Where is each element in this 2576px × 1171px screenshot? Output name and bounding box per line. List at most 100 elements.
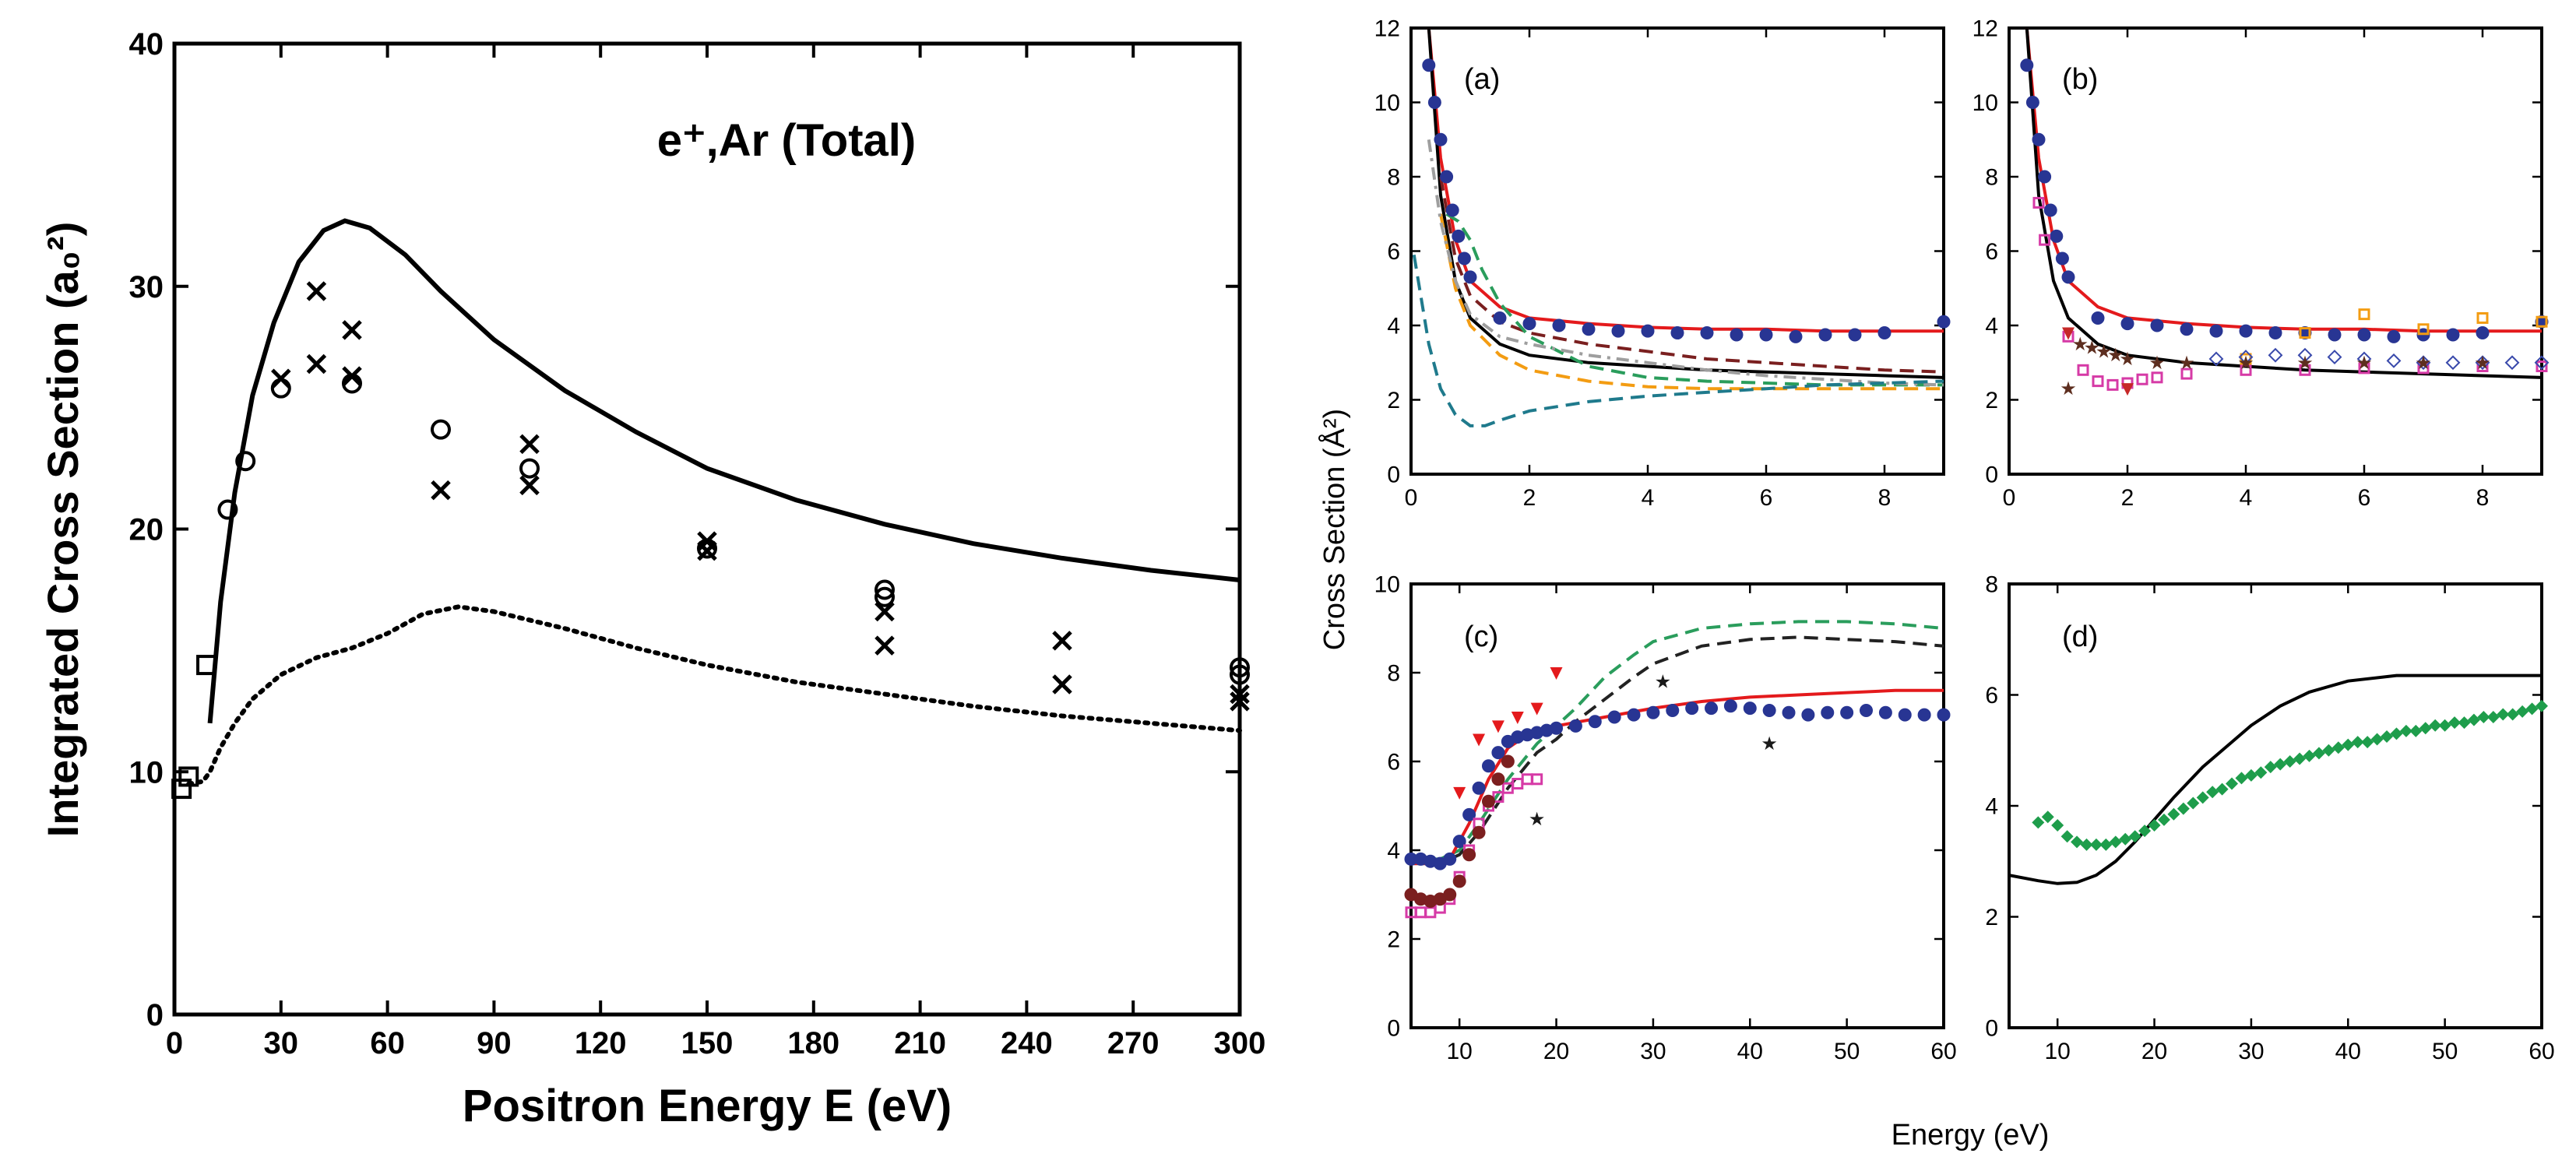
data-point-blue-points bbox=[1588, 715, 1602, 729]
data-point-blue-points bbox=[1685, 702, 1699, 716]
data-point-magenta-squares bbox=[2536, 360, 2548, 373]
series-line-green-dash bbox=[1445, 213, 1944, 387]
data-point-blue-points bbox=[2038, 170, 2052, 184]
y-tick-label: 8 bbox=[1387, 165, 1400, 191]
data-point-blue-points bbox=[2535, 315, 2549, 329]
data-point-magenta-squares bbox=[1414, 906, 1427, 919]
data-point-blue-points bbox=[1646, 705, 1660, 719]
series-line-orange-dash bbox=[1439, 213, 1944, 391]
data-point-crosses bbox=[431, 480, 451, 501]
data-point-crosses bbox=[1052, 631, 1072, 651]
data-point-blue-points bbox=[2357, 328, 2371, 342]
data-point-blue-points bbox=[1627, 708, 1641, 722]
data-point-blue-points bbox=[1730, 328, 1744, 342]
data-point-black-stars: ★ bbox=[1655, 671, 1672, 692]
data-point-green-points bbox=[2429, 719, 2442, 732]
data-point-blue-points bbox=[1670, 326, 1684, 340]
y-tick-label: 4 bbox=[1387, 839, 1400, 864]
data-point-blue-points bbox=[2150, 318, 2164, 332]
data-point-crosses bbox=[519, 475, 540, 496]
panel-a: 0 2 4 6 8 0 2 4 6 8 10 12 (a) bbox=[1374, 16, 1951, 511]
data-point-blue-points bbox=[2025, 96, 2039, 109]
data-point-green-points bbox=[2283, 755, 2296, 768]
data-point-magenta-squares bbox=[2077, 364, 2089, 376]
data-point-blue-points bbox=[2180, 322, 2194, 336]
data-point-blue-points bbox=[1821, 705, 1835, 719]
data-point-magenta-squares bbox=[2032, 196, 2045, 209]
data-point-blue-points bbox=[2020, 58, 2034, 72]
data-point-red-triangles bbox=[1453, 786, 1466, 800]
data-point-crosses bbox=[697, 540, 717, 561]
panel-d-label: (d) bbox=[2062, 621, 2098, 653]
data-point-brown-stars: ★ bbox=[2148, 353, 2166, 374]
data-point-blue-points bbox=[1493, 311, 1507, 325]
y-tick-label: 0 bbox=[146, 998, 164, 1032]
data-point-orange-squares bbox=[2476, 311, 2489, 324]
data-point-green-points bbox=[2071, 835, 2084, 849]
data-point-blue-points bbox=[1723, 699, 1737, 713]
series-line-red-solid bbox=[2025, 27, 2542, 333]
data-point-magenta-squares bbox=[2092, 375, 2104, 388]
data-point-blue-points bbox=[1759, 328, 1773, 342]
x-tick-label: 90 bbox=[477, 1026, 512, 1060]
y-tick-label: 6 bbox=[1985, 683, 1998, 709]
x-tick-label: 4 bbox=[2240, 485, 2253, 511]
data-point-green-points bbox=[2274, 758, 2287, 771]
x-tick-label: 8 bbox=[2476, 485, 2490, 511]
data-point-green-points bbox=[2128, 830, 2141, 843]
data-point-magenta-squares bbox=[2106, 378, 2119, 391]
data-point-green-points bbox=[2206, 786, 2219, 799]
series-line-theory-solid bbox=[207, 218, 1240, 724]
data-point-green-points bbox=[2467, 713, 2480, 726]
data-point-green-points bbox=[2477, 711, 2490, 723]
data-point-green-points bbox=[2041, 811, 2054, 824]
data-point-blue-points bbox=[2043, 203, 2057, 217]
data-point-green-points bbox=[2051, 818, 2064, 832]
x-tick-label: 2 bbox=[1523, 485, 1536, 511]
data-point-blue-points bbox=[2209, 324, 2223, 338]
data-point-open-diamonds bbox=[2416, 355, 2431, 371]
shared-y-axis-label: Cross Section (Å²) bbox=[1317, 409, 1351, 650]
left-chart-title: e⁺,Ar (Total) bbox=[657, 115, 916, 166]
data-point-crosses bbox=[342, 366, 362, 386]
data-point-green-points bbox=[2187, 796, 2200, 810]
data-point-blue-points bbox=[1666, 703, 1680, 717]
data-point-red-triangles bbox=[1550, 667, 1563, 680]
data-point-brown-points bbox=[1452, 874, 1466, 888]
data-point-blue-points bbox=[1700, 326, 1714, 340]
data-point-green-points bbox=[2351, 736, 2364, 749]
data-point-crosses bbox=[1052, 674, 1072, 695]
data-point-circles bbox=[875, 579, 895, 600]
x-tick-label: 10 bbox=[2044, 1039, 2070, 1064]
x-tick-label: 8 bbox=[1878, 485, 1892, 511]
x-tick-label: 0 bbox=[166, 1026, 183, 1060]
data-point-brown-stars: ★ bbox=[2415, 353, 2432, 374]
panel-c-frame bbox=[1409, 582, 1945, 1029]
panel-c-label: (c) bbox=[1464, 621, 1498, 653]
x-tick-label: 150 bbox=[681, 1026, 734, 1060]
data-point-blue-points bbox=[2239, 324, 2253, 338]
y-tick-label: 8 bbox=[1387, 661, 1400, 687]
data-point-blue-points bbox=[2091, 311, 2105, 325]
x-tick-label: 4 bbox=[1642, 485, 1655, 511]
data-point-green-points bbox=[2080, 838, 2093, 851]
data-point-magenta-squares bbox=[1531, 773, 1543, 786]
data-point-blue-points bbox=[2055, 251, 2069, 265]
y-tick-label: 4 bbox=[1387, 314, 1400, 339]
data-point-blue-points bbox=[1491, 746, 1505, 760]
data-point-blue-points bbox=[1937, 708, 1951, 722]
data-point-blue-points bbox=[1611, 324, 1625, 338]
data-point-green-points bbox=[2264, 761, 2277, 774]
y-tick-label: 20 bbox=[129, 513, 164, 547]
x-tick-label: 40 bbox=[2335, 1039, 2361, 1064]
data-point-circles bbox=[519, 458, 540, 479]
data-point-green-points bbox=[2525, 702, 2539, 716]
data-point-blue-points bbox=[2328, 328, 2342, 342]
data-point-green-points bbox=[2381, 730, 2394, 743]
data-point-green-points bbox=[2390, 727, 2403, 740]
data-point-brown-stars: ★ bbox=[2237, 353, 2254, 374]
x-tick-label: 0 bbox=[1405, 485, 1418, 511]
data-point-brown-points bbox=[1491, 772, 1505, 786]
data-point-circles bbox=[235, 451, 256, 472]
data-point-crosses bbox=[875, 601, 895, 622]
